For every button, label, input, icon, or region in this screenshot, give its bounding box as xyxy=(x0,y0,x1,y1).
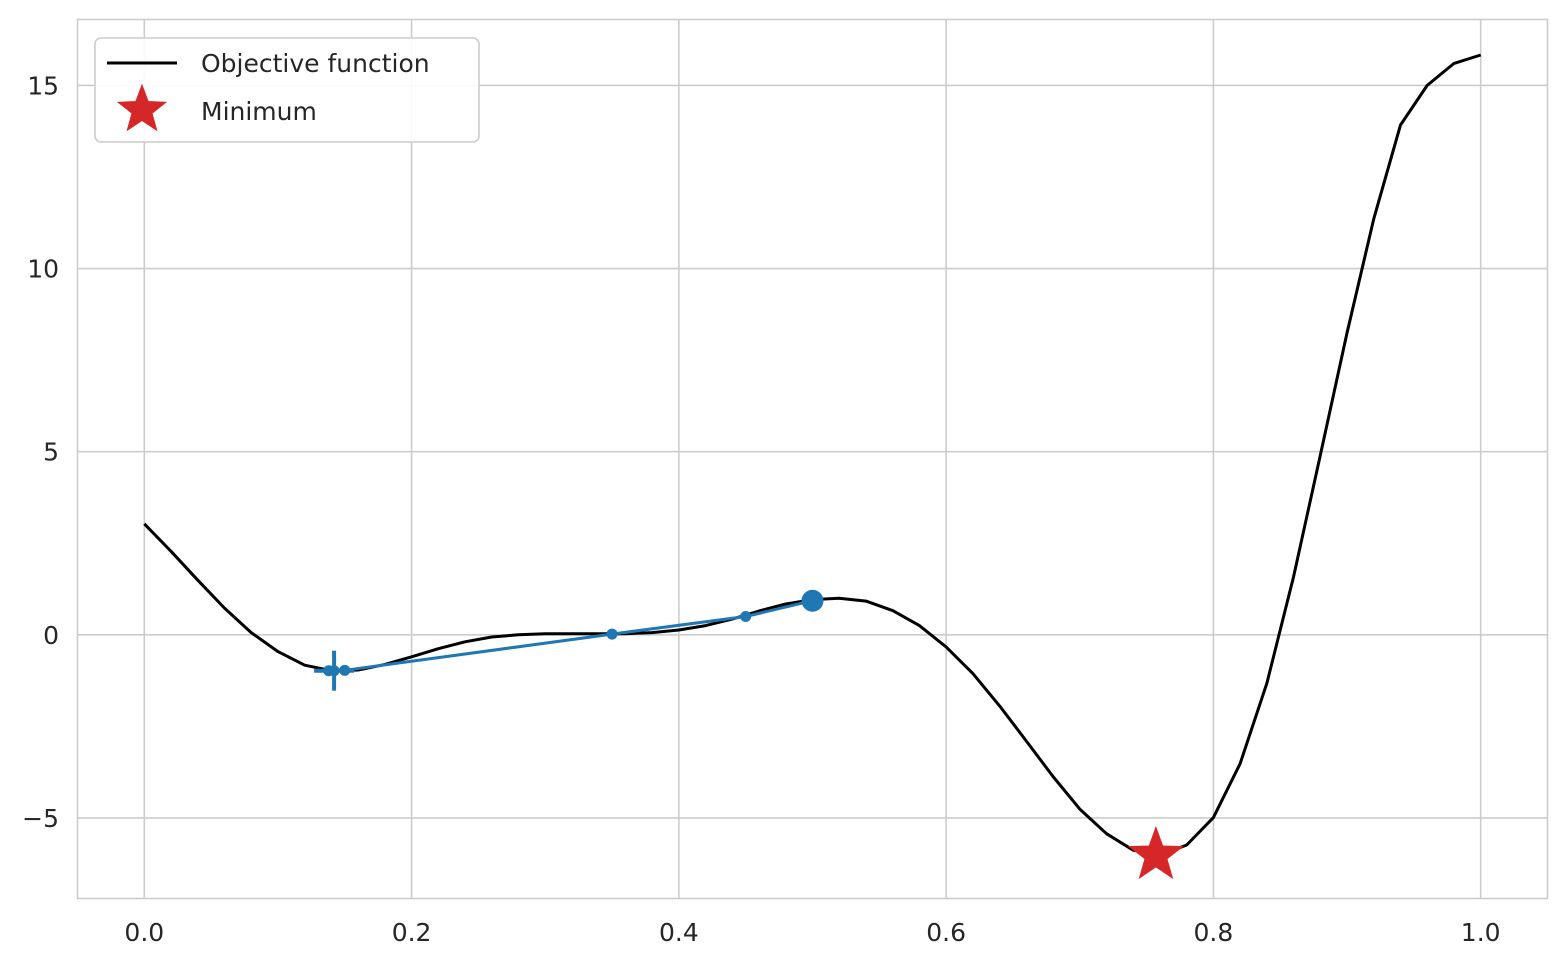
y-tick-label: 15 xyxy=(27,71,59,100)
legend-box xyxy=(94,37,480,143)
y-tick-label: 10 xyxy=(27,255,59,284)
legend-star-swatch xyxy=(116,83,168,132)
x-tick-label: 1.0 xyxy=(1461,918,1501,947)
x-tick-label: 0.2 xyxy=(392,918,432,947)
y-tick-label: 0 xyxy=(43,621,59,650)
markers-layer xyxy=(314,589,1185,880)
x-tick-label: 0.8 xyxy=(1194,918,1234,947)
x-tick-label: 0.4 xyxy=(659,918,699,947)
y-tick-label: 5 xyxy=(43,438,59,467)
plot-frame xyxy=(76,18,1549,900)
legend-label-objective: Objective function xyxy=(201,49,430,78)
objective-function-line xyxy=(143,53,1482,857)
optimizer-step-point xyxy=(606,628,618,640)
x-axis-ticks: 0.0 0.2 0.4 0.6 0.8 1.0 xyxy=(124,918,1500,947)
series-layer xyxy=(143,53,1482,857)
minimum-star-marker xyxy=(1127,825,1185,880)
optimizer-step-point xyxy=(740,610,752,622)
legend-label-minimum: Minimum xyxy=(201,97,317,126)
grid xyxy=(77,19,1548,899)
legend: Objective function Minimum xyxy=(94,37,480,143)
y-axis-ticks: −5 0 5 10 15 xyxy=(22,71,59,833)
start-point-marker xyxy=(801,589,824,612)
x-tick-label: 0.0 xyxy=(124,918,164,947)
y-tick-label: −5 xyxy=(22,804,59,833)
x-tick-label: 0.6 xyxy=(926,918,966,947)
